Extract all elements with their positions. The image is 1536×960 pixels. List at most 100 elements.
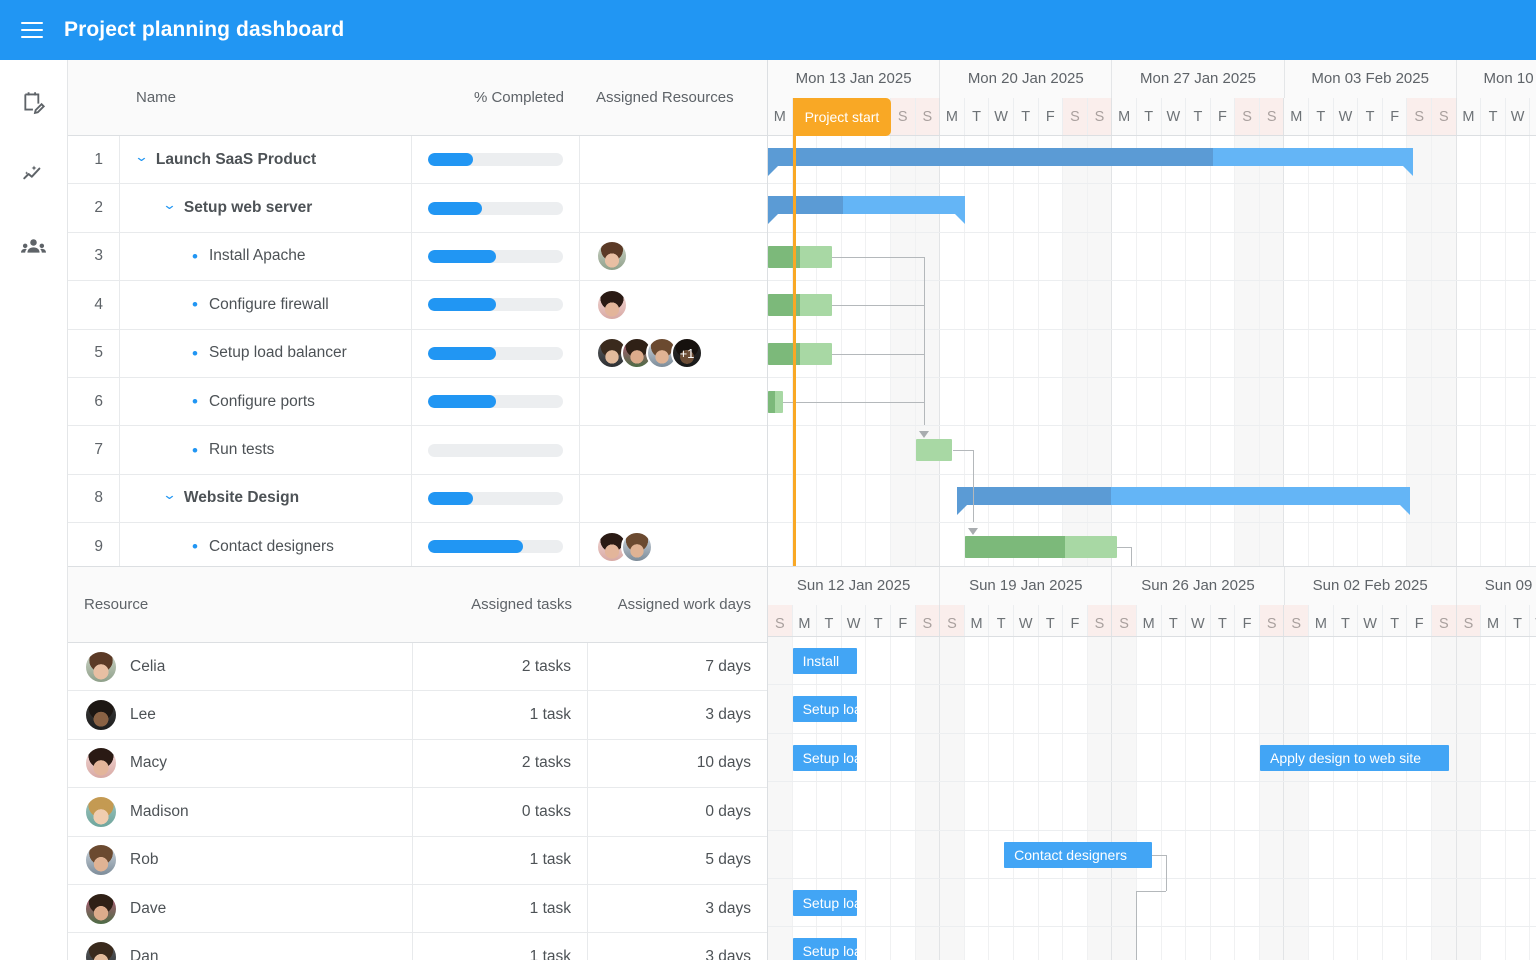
gantt-task-bar[interactable] [768,342,832,365]
resource-name-cell[interactable]: Celia [68,643,413,691]
table-row[interactable]: Lee 1 task 3 days [68,691,767,740]
gantt-summary-bar[interactable] [957,486,1411,515]
assigned-resources-cell[interactable] [580,184,767,231]
table-row[interactable]: 8 ⌄ Website Design [68,474,767,524]
avatar[interactable] [84,794,118,829]
table-row[interactable]: 5 • Setup load balancer +1 [68,329,767,378]
chevron-down-icon[interactable]: ⌄ [134,148,149,164]
summary-cap-left [768,166,778,176]
resource-name-cell[interactable]: Rob [68,836,413,884]
task-name-cell[interactable]: ⌄ Setup web server [120,184,412,232]
resource-gantt-bar[interactable]: Install [792,648,857,674]
avatar[interactable] [84,940,118,960]
avatar[interactable] [84,843,118,878]
column-header-name[interactable]: Name [136,89,177,106]
task-name-cell[interactable]: ⌄ Website Design [120,474,412,523]
avatar[interactable] [596,288,628,321]
resource-timeline-body[interactable]: Install Setup load balancer Setup load bal… [768,637,1536,960]
resource-timeline[interactable]: Sun 12 Jan 2025 Sun 19 Jan 2025 Sun 26 Jan… [768,567,1536,960]
avatar[interactable] [596,240,628,273]
timeline-day-label: T [1039,605,1064,636]
gantt-task-bar[interactable] [768,245,832,268]
task-name-cell[interactable]: • Contact designers [120,523,412,566]
task-timeline[interactable]: Mon 13 Jan 2025 Mon 20 Jan 2025 Mon 27 Jan… [768,60,1536,566]
avatar[interactable]: +1 [671,337,703,370]
gantt-task-bar[interactable] [768,294,832,317]
column-header-resources[interactable]: Assigned Resources [596,89,734,106]
resource-name-cell[interactable]: Lee [68,691,413,739]
avatar[interactable] [621,530,653,563]
assigned-resources-cell[interactable] [580,136,767,183]
resource-name-cell[interactable]: Macy [68,739,413,788]
task-name-cell[interactable]: • Configure ports [120,377,412,426]
chevron-down-icon[interactable]: ⌄ [162,197,177,213]
progress-cell[interactable] [412,329,580,377]
avatar[interactable] [84,891,118,926]
progress-cell[interactable] [412,281,580,329]
column-header-work-days[interactable]: Assigned work days [617,596,751,613]
table-row[interactable]: 9 • Contact designers [68,523,767,566]
task-name-cell[interactable]: • Configure firewall [120,281,412,329]
column-header-resource[interactable]: Resource [84,596,149,613]
column-header-completed[interactable]: % Completed [473,89,564,106]
table-row[interactable]: 7 • Run tests [68,426,767,475]
timeline-day-label: S [1432,605,1457,636]
assigned-resources-cell[interactable] [580,378,767,425]
table-row[interactable]: Dave 1 task 3 days [68,884,767,934]
progress-cell[interactable] [412,523,580,566]
gantt-task-bar[interactable] [915,439,953,462]
resource-gantt-bar[interactable]: Apply design to web site [1260,744,1450,771]
assigned-resources-cell[interactable] [580,233,767,280]
assigned-resources-cell[interactable] [580,523,767,566]
assigned-resources-cell[interactable] [580,426,767,473]
resource-gantt-bar[interactable]: Contact designers [1004,841,1152,868]
resource-name-cell[interactable]: Dan [68,933,413,960]
progress-cell[interactable] [412,184,580,232]
task-name-cell[interactable]: • Install Apache [120,232,412,281]
hamburger-menu-icon[interactable] [0,0,64,60]
task-name-cell[interactable]: ⌄ Launch SaaS Product [120,136,412,184]
avatar[interactable] [84,698,118,733]
progress-cell[interactable] [412,136,580,184]
table-row[interactable]: Macy 2 tasks 10 days [68,739,767,789]
resource-gantt-bar[interactable]: Setup load balancer [792,890,857,916]
gantt-task-bar[interactable] [964,536,1118,559]
resource-name-cell[interactable]: Dave [68,884,413,933]
table-row[interactable]: Dan 1 task 3 days [68,933,767,960]
gantt-summary-bar[interactable] [768,196,965,225]
progress-cell[interactable] [412,474,580,523]
resource-name-cell[interactable]: Madison [68,788,413,836]
assigned-resources-cell[interactable] [580,281,767,328]
resource-gantt-bar[interactable]: Setup load balancer [792,696,857,723]
task-timeline-body[interactable] [768,136,1536,566]
resource-timeline-header: Sun 12 Jan 2025 Sun 19 Jan 2025 Sun 26 Jan… [768,567,1536,637]
sidebar-item-insights[interactable] [14,154,54,194]
avatar[interactable] [84,649,118,684]
table-row[interactable]: Madison 0 tasks 0 days [68,788,767,837]
table-row[interactable]: 6 • Configure ports [68,377,767,427]
table-row[interactable]: Rob 1 task 5 days [68,836,767,885]
progress-cell[interactable] [412,232,580,281]
assigned-resources-cell[interactable] [580,475,767,522]
table-row[interactable]: 4 • Configure firewall [68,281,767,330]
chevron-down-icon[interactable]: ⌄ [162,487,177,503]
sidebar-item-schedule[interactable] [14,82,54,122]
progress-cell[interactable] [412,426,580,474]
table-row[interactable]: 2 ⌄ Setup web server [68,184,767,233]
table-row[interactable]: 1 ⌄ Launch SaaS Product [68,136,767,185]
resource-gantt-bar[interactable]: Setup load balancer [792,744,857,771]
timeline-day-label: W [1334,98,1359,135]
gantt-summary-bar[interactable] [768,148,1413,176]
avatar[interactable] [84,746,118,781]
assigned-resources-cell[interactable]: +1 [580,330,767,377]
resource-gantt-bar[interactable]: Setup load balancer [792,938,857,960]
gantt-task-bar[interactable] [768,391,783,413]
progress-cell[interactable] [412,377,580,426]
sidebar-item-resources[interactable] [14,226,54,266]
task-name-cell[interactable]: • Run tests [120,426,412,474]
table-row[interactable]: Celia 2 tasks 7 days [68,643,767,692]
project-start-marker[interactable]: Project start [792,98,892,136]
task-name-cell[interactable]: • Setup load balancer [120,329,412,377]
column-header-assigned-tasks[interactable]: Assigned tasks [471,596,572,613]
table-row[interactable]: 3 • Install Apache [68,232,767,282]
